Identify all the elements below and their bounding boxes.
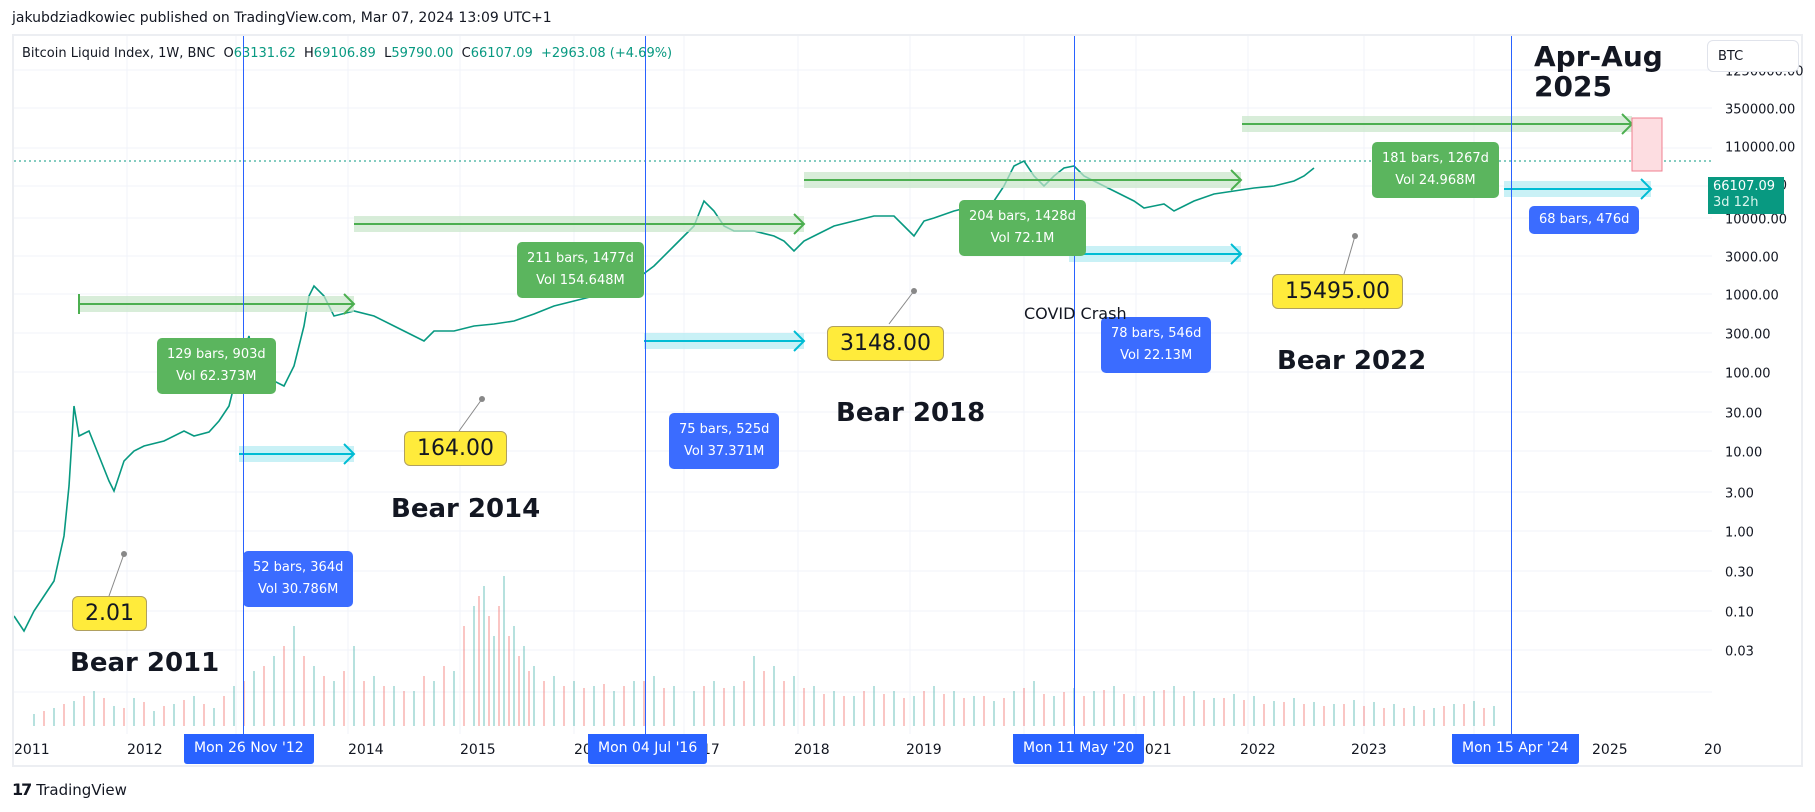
measure-label[interactable]: 75 bars, 525d Vol 37.371M	[669, 413, 780, 469]
price-tick: 1.00	[1725, 525, 1754, 541]
time-tick: 20	[574, 742, 592, 758]
note-bear-2014[interactable]: Bear 2014	[391, 494, 541, 524]
price-axis[interactable]: 1250000.00 350000.00 110000.00 30000.00 …	[1712, 36, 1804, 734]
callout-low-2022[interactable]: 15495.00	[1272, 274, 1403, 309]
halving-date-label[interactable]: Mon 26 Nov '12	[184, 734, 314, 764]
note-covid-crash[interactable]: COVID Crash	[1024, 304, 1127, 323]
note-bear-2018[interactable]: Bear 2018	[836, 398, 986, 428]
brand-name: TradingView	[36, 780, 127, 799]
time-tick: 2021	[1136, 742, 1172, 758]
time-tick: 2022	[1240, 742, 1276, 758]
measure-label[interactable]: 68 bars, 476d	[1529, 206, 1640, 234]
symbol-title: Bitcoin Liquid Index, 1W, BNC	[22, 46, 216, 61]
time-tick: 2011	[14, 742, 50, 758]
measure-label[interactable]: 129 bars, 903d Vol 62.373M	[157, 338, 276, 394]
time-tick: 2015	[460, 742, 496, 758]
bar-countdown: 3d 12h	[1713, 195, 1759, 210]
price-tick: 0.10	[1725, 605, 1754, 621]
change-value: +2963.08 (+4.69%)	[541, 46, 673, 61]
chart-canvas	[14, 36, 1712, 734]
measure-label[interactable]: 78 bars, 546d Vol 22.13M	[1101, 317, 1212, 373]
price-tick: 10.00	[1725, 445, 1763, 461]
halving-line-2020[interactable]	[1074, 36, 1075, 734]
last-price-label: 66107.09 3d 12h	[1708, 177, 1784, 214]
ohlc-legend: Bitcoin Liquid Index, 1W, BNC O63131.62 …	[22, 46, 673, 61]
high-value: 69106.89	[313, 46, 376, 61]
time-tick: 20	[1704, 742, 1722, 758]
chart-area[interactable]: Bitcoin Liquid Index, 1W, BNC O63131.62 …	[14, 36, 1712, 734]
callout-low-2011[interactable]: 2.01	[72, 596, 147, 631]
halving-line-2016[interactable]	[645, 36, 646, 734]
price-tick: 3.00	[1725, 486, 1754, 502]
callout-low-2014[interactable]: 164.00	[404, 431, 507, 466]
price-tick: 350000.00	[1725, 102, 1796, 118]
callout-low-2018[interactable]: 3148.00	[827, 326, 944, 361]
chart-frame: Bitcoin Liquid Index, 1W, BNC O63131.62 …	[12, 34, 1804, 767]
tradingview-logo[interactable]: 17 TradingView	[12, 780, 127, 799]
time-tick: 2025	[1592, 742, 1628, 758]
price-tick: 3000.00	[1725, 250, 1779, 266]
price-tick: 100.00	[1725, 366, 1771, 382]
note-bear-2022[interactable]: Bear 2022	[1277, 346, 1427, 376]
note-bear-2011[interactable]: Bear 2011	[70, 648, 220, 678]
price-tick: 300.00	[1725, 327, 1771, 343]
publish-info: jakubdziadkowiec published on TradingVie…	[12, 10, 552, 26]
low-value: 59790.00	[391, 46, 454, 61]
price-tick: 0.03	[1725, 644, 1754, 660]
price-tick: 1000.00	[1725, 288, 1779, 304]
halving-date-label[interactable]: Mon 15 Apr '24	[1452, 734, 1579, 764]
time-tick: 2018	[794, 742, 830, 758]
measure-label[interactable]: 204 bars, 1428d Vol 72.1M	[959, 200, 1086, 256]
close-value: 66107.09	[470, 46, 533, 61]
time-tick: 2012	[127, 742, 163, 758]
measure-label[interactable]: 181 bars, 1267d Vol 24.968M	[1372, 142, 1499, 198]
currency-button[interactable]: BTC	[1707, 40, 1799, 72]
tradingview-logo-icon: 17	[12, 780, 32, 799]
time-tick: 2019	[906, 742, 942, 758]
note-projection[interactable]: Apr-Aug 2025	[1534, 40, 1663, 103]
price-tick: 10000.00	[1725, 212, 1788, 228]
halving-date-label[interactable]: Mon 04 Jul '16	[588, 734, 708, 764]
price-tick: 110000.00	[1725, 140, 1796, 156]
measure-label[interactable]: 211 bars, 1477d Vol 154.648M	[517, 242, 644, 298]
time-tick: 2023	[1351, 742, 1387, 758]
price-tick: 0.30	[1725, 565, 1754, 581]
open-value: 63131.62	[233, 46, 296, 61]
halving-date-label[interactable]: Mon 11 May '20	[1013, 734, 1145, 764]
price-tick: 30.00	[1725, 406, 1763, 422]
time-axis[interactable]: 2011 2012 2014 2015 20 17 2018 2019 2021…	[14, 734, 1803, 767]
time-tick: 2014	[348, 742, 384, 758]
halving-line-2024[interactable]	[1511, 36, 1512, 734]
measure-label[interactable]: 52 bars, 364d Vol 30.786M	[243, 551, 354, 607]
